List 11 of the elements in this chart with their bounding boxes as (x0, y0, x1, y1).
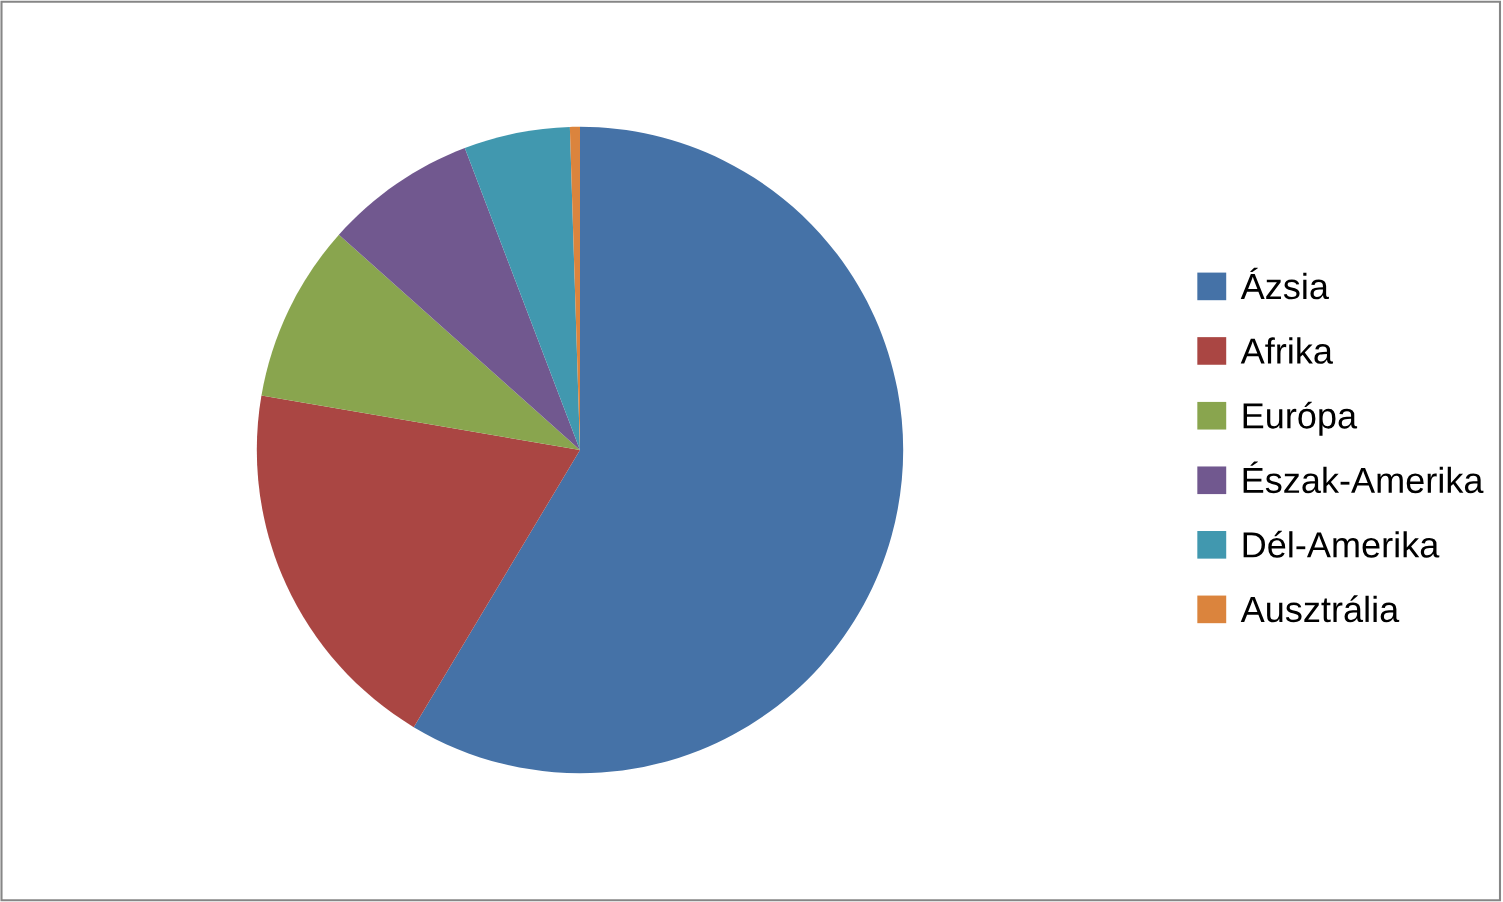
legend-label: Ázsia (1240, 267, 1329, 300)
pie-slice (338, 148, 580, 450)
pie-slice (464, 126, 580, 450)
pie-slice (256, 395, 580, 728)
legend-label: Afrika (1240, 337, 1333, 364)
pie-slice (413, 126, 904, 774)
pie-slice (261, 234, 580, 450)
legend-label: Ausztrália (1240, 595, 1400, 623)
legend-label: Dél-Amerika (1243, 530, 1440, 558)
legend-label: Észak-Amerika (1243, 461, 1484, 494)
legend-label: Európa (1243, 401, 1358, 436)
